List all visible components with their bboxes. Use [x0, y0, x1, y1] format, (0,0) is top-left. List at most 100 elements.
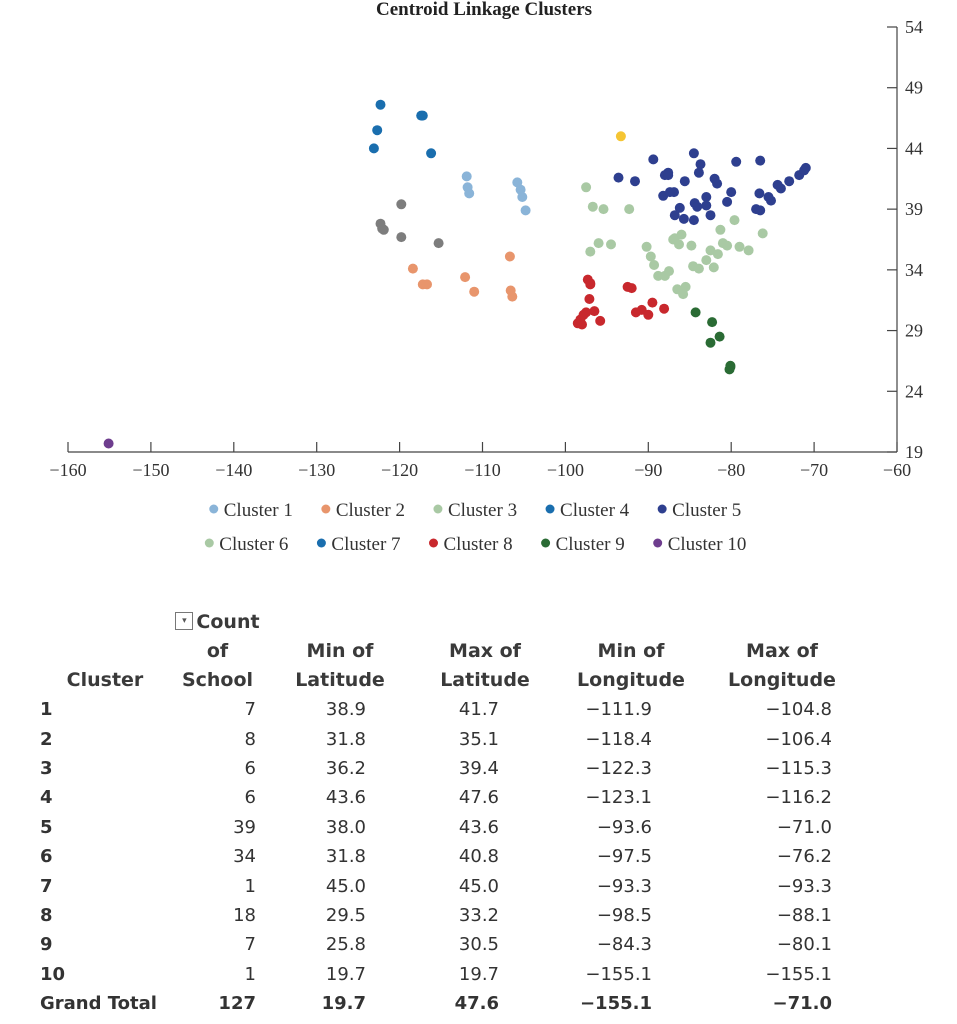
data-point — [763, 192, 774, 202]
table-cell: −93.6 — [596, 816, 652, 838]
table-cell: 30.5 — [458, 934, 499, 956]
table-cell: 35.1 — [458, 728, 499, 750]
legend-marker — [209, 504, 219, 514]
filter-dropdown-icon[interactable]: ▾ — [175, 611, 194, 630]
table-cell: 29.5 — [325, 904, 366, 926]
data-point — [725, 362, 736, 372]
table-row: 8 18 29.5 33.2 −98.5 −88.1 — [40, 901, 857, 930]
legend-item: Cluster 3 — [433, 500, 517, 521]
table-row: 9 7 25.8 30.5 −84.3 −80.1 — [40, 930, 857, 959]
table-cell: 2 — [40, 728, 53, 750]
table-cell: 8 — [40, 904, 53, 926]
data-point — [433, 238, 444, 249]
table-cell: −76.2 — [776, 846, 832, 868]
series-cluster-1 — [461, 171, 531, 216]
table-cell: −80.1 — [776, 934, 832, 956]
data-point — [585, 246, 596, 257]
data-point — [690, 307, 701, 318]
data-point — [641, 241, 652, 252]
data-point — [626, 283, 637, 294]
data-point — [669, 210, 680, 221]
series-cluster-5 — [613, 148, 811, 226]
x-tick-label: −120 — [381, 460, 418, 480]
table-cell: −71.0 — [772, 993, 833, 1015]
grand-total-row: Grand Total 127 19.7 47.6 −155.1 −71.0 — [40, 989, 857, 1018]
data-point — [755, 205, 766, 216]
data-point — [507, 291, 518, 302]
table-cell: 19.7 — [458, 963, 499, 985]
legend-label: Cluster 7 — [331, 534, 400, 555]
series-cluster-7 — [615, 131, 626, 142]
table-cell: 6 — [244, 757, 256, 779]
data-point — [784, 176, 795, 187]
data-point — [688, 215, 699, 226]
table-cell: 19.7 — [325, 963, 366, 985]
data-point — [581, 182, 592, 193]
data-point — [757, 228, 768, 239]
table-row: 2 8 31.8 35.1 −118.4 −106.4 — [40, 724, 857, 753]
data-point — [464, 188, 475, 199]
table-cell: 38.0 — [325, 816, 366, 838]
series-cluster-8 — [572, 274, 670, 330]
data-point — [701, 192, 712, 202]
table-cell: −93.3 — [596, 875, 652, 897]
table-cell: 1 — [244, 963, 256, 985]
data-point — [645, 251, 656, 262]
data-point — [630, 176, 640, 187]
legend: Cluster 1 Cluster 2 Cluster 3 Cluster 4 Clus… — [204, 500, 746, 555]
table-cell: 19.7 — [321, 993, 366, 1015]
table-cell: 6 — [244, 787, 256, 809]
data-point — [799, 165, 810, 176]
table-cell: 7 — [244, 934, 256, 956]
data-point — [103, 438, 114, 449]
table-cell: 31.8 — [325, 728, 366, 750]
table-cell: 45.0 — [325, 875, 366, 897]
x-tick-label: −90 — [634, 460, 662, 480]
data-point — [743, 245, 754, 256]
data-point — [734, 241, 745, 252]
table-cell: 47.6 — [458, 787, 499, 809]
table-cell: 31.8 — [325, 846, 366, 868]
data-point — [680, 281, 691, 292]
y-tick-label: 54 — [905, 17, 923, 37]
legend-item: Cluster 9 — [541, 534, 625, 555]
table-row: 10 1 19.7 19.7 −155.1 −155.1 — [40, 960, 857, 989]
data-point — [598, 204, 609, 215]
data-point — [707, 317, 718, 328]
data-point — [649, 260, 660, 270]
table-cell: −71.0 — [776, 816, 832, 838]
table-cell: −122.3 — [585, 757, 652, 779]
header-min-longitude: Min of Longitude — [577, 640, 685, 691]
table-cell: −116.2 — [765, 787, 832, 809]
table-cell: 40.8 — [458, 846, 499, 868]
data-point — [581, 307, 592, 318]
legend-item: Cluster 1 — [209, 500, 293, 521]
data-point — [584, 294, 595, 304]
table-cell: 45.0 — [458, 875, 499, 897]
data-point — [712, 249, 723, 260]
data-point — [664, 266, 674, 277]
table-cell: 1 — [40, 699, 53, 721]
data-point — [709, 173, 720, 184]
cluster-summary-table: Cluster ▾ Count of School Min of Latitude … — [40, 608, 857, 1018]
legend-marker — [429, 538, 438, 548]
x-tick-label: −150 — [132, 460, 169, 480]
data-point — [606, 239, 616, 250]
data-point — [643, 309, 654, 320]
y-tick-label: 44 — [905, 138, 923, 158]
table-cell: −93.3 — [776, 875, 832, 897]
data-point — [674, 202, 685, 213]
table-row: 6 34 31.8 40.8 −97.5 −76.2 — [40, 842, 857, 871]
data-point — [595, 315, 606, 326]
table-cell: −98.5 — [596, 904, 652, 926]
y-tick-label: 24 — [905, 381, 923, 401]
table-cell: −84.3 — [596, 934, 652, 956]
legend-label: Cluster 2 — [336, 500, 405, 521]
header-count-of-school[interactable]: ▾ Count of School — [170, 608, 265, 695]
data-point — [705, 245, 716, 256]
data-point — [396, 199, 407, 210]
legend-marker — [316, 538, 326, 548]
chart-title: Centroid Linkage Clusters — [376, 0, 592, 20]
data-point — [693, 263, 704, 274]
header-cluster: Cluster — [66, 669, 144, 691]
